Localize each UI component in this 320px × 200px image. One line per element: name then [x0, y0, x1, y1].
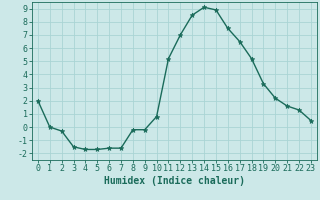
X-axis label: Humidex (Indice chaleur): Humidex (Indice chaleur) — [104, 176, 245, 186]
